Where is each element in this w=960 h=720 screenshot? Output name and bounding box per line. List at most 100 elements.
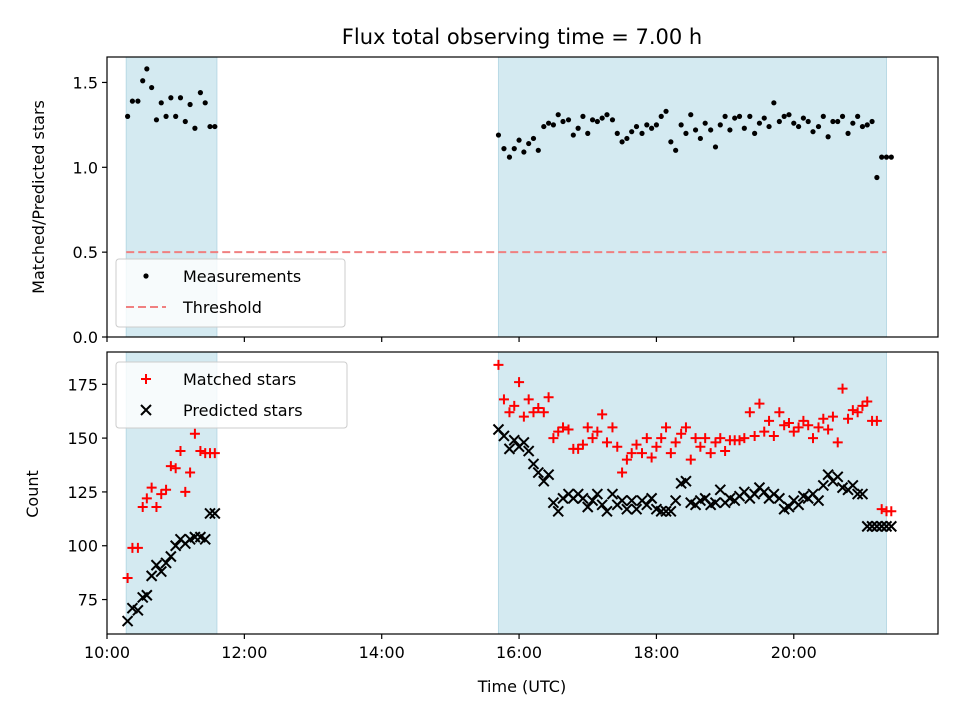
top-series-measurements-point (212, 123, 218, 130)
bottom-series-matched-stars-point (189, 428, 200, 439)
top-series-measurements-point (776, 118, 782, 125)
bottom-series-predicted-stars-point (141, 589, 153, 601)
top-series-measurements-point (736, 113, 743, 119)
bottom-series-matched-stars-point (563, 424, 574, 435)
top-panel: 0.0 0.5 1.0 1.5 Measurements Threshold (73, 56, 939, 347)
top-series-measurements-point (589, 117, 596, 123)
bottom-legend (115, 361, 348, 429)
bottom-series-predicted-stars-point (508, 434, 520, 446)
bottom-y-tick-label: 100 (67, 537, 98, 556)
top-series-measurements-point (575, 125, 581, 131)
bottom-series-matched-stars-point (685, 454, 696, 465)
chart-title: Flux total observing time = 7.00 h (342, 25, 702, 49)
bottom-series-matched-stars-point (749, 430, 760, 441)
bottom-series-predicted-stars-point (199, 533, 211, 545)
bottom-series-matched-stars-point (617, 467, 628, 478)
bottom-series-matched-stars-point (523, 394, 534, 405)
top-series-measurements-point (633, 123, 640, 130)
bottom-series-predicted-stars-point (847, 479, 859, 492)
top-series-measurements-point (202, 100, 208, 106)
bottom-series-predicted-stars-point (542, 468, 555, 481)
top-y-tick-label: 1.0 (73, 158, 98, 177)
bottom-series-predicted-stars-point (880, 520, 893, 533)
bottom-series-predicted-stars-point (503, 443, 516, 455)
top-series-measurements-point (888, 154, 894, 160)
bottom-series-predicted-stars-point (866, 520, 878, 533)
bottom-series-matched-stars-point (715, 433, 726, 444)
top-series-measurements-point (649, 125, 655, 131)
bottom-series-matched-stars-point (185, 467, 196, 478)
bottom-series-matched-stars-point (680, 422, 691, 433)
top-series-measurements-point (874, 174, 880, 181)
bottom-series-predicted-stars-point (660, 505, 672, 518)
bottom-series-matched-stars-point (514, 377, 525, 388)
bottom-y-tick-label: 75 (78, 591, 98, 610)
bottom-y-axis-label: Count (23, 470, 42, 518)
bottom-series-predicted-stars-point (641, 499, 653, 511)
bottom-series-predicted-stars-point (155, 565, 167, 578)
top-series-measurements-point (845, 130, 851, 136)
bottom-series-predicted-stars-point (856, 488, 869, 500)
bottom-series-matched-stars-point (165, 461, 176, 472)
top-series-measurements-point (599, 115, 605, 121)
bottom-series-matched-stars-point (641, 433, 652, 444)
top-series-measurements-point (153, 117, 160, 123)
bottom-series-matched-stars-point (577, 439, 588, 450)
top-series-measurements-point (585, 130, 591, 136)
bottom-series-matched-stars-point (720, 446, 731, 457)
bottom-series-matched-stars-point (759, 426, 770, 437)
top-series-measurements-point (619, 139, 625, 145)
bottom-series-predicted-stars-point (547, 496, 560, 509)
bottom-series-matched-stars-point (705, 448, 716, 459)
x-tick-label: 16:00 (496, 643, 542, 662)
bottom-series-predicted-stars-point (538, 475, 550, 487)
bottom-series-matched-stars-point (122, 573, 133, 584)
top-series-measurements-point (560, 118, 566, 125)
top-series-measurements-point (756, 120, 763, 126)
top-legend (115, 258, 346, 328)
bottom-y-tick-label: 125 (67, 483, 98, 502)
top-series-measurements-point (805, 118, 811, 125)
top-series-measurements-point (144, 66, 150, 72)
bottom-series-predicted-stars-point (861, 520, 873, 533)
bottom-series-matched-stars-point (137, 501, 148, 512)
bottom-series-matched-stars-point (744, 407, 755, 418)
bottom-series-matched-stars-point (768, 430, 779, 441)
bottom-series-predicted-stars-point (591, 488, 604, 500)
bottom-series-predicted-stars-point (773, 492, 786, 505)
bottom-series-predicted-stars-point (121, 615, 134, 627)
bottom-series-predicted-stars-point (522, 445, 535, 457)
top-series-measurements-point (732, 115, 738, 121)
bottom-y-tick-label: 150 (67, 429, 98, 448)
top-series-measurements-point (663, 108, 669, 114)
bottom-series-predicted-stars-point (582, 501, 594, 513)
top-series-measurements-point (668, 139, 674, 145)
bottom-series-matched-stars-point (665, 448, 676, 459)
bottom-series-matched-stars-point (847, 405, 858, 416)
bottom-series-matched-stars-point (827, 411, 838, 422)
top-series-measurements-point (594, 118, 600, 125)
bottom-series-matched-stars-point (818, 413, 829, 424)
bottom-series-matched-stars-point (543, 392, 554, 403)
bottom-series-matched-stars-point (607, 422, 618, 433)
top-legend-measurements-label: Measurements (183, 267, 301, 286)
bottom-series-matched-stars-point (493, 359, 504, 370)
bottom-series-predicted-stars-point (832, 471, 844, 483)
top-series-measurements-point (791, 120, 797, 126)
bottom-series-predicted-stars-point (875, 520, 888, 533)
top-plot-frame (106, 56, 939, 338)
top-series-measurements-point (653, 122, 660, 128)
bottom-series-predicted-stars-point (817, 479, 830, 492)
top-series-measurements-point (683, 130, 689, 136)
bottom-series-matched-stars-point (601, 437, 612, 448)
bottom-series-predicted-stars-point (552, 505, 564, 518)
top-series-measurements-point (752, 130, 758, 136)
bottom-series-matched-stars-point (734, 435, 745, 446)
bottom-series-matched-stars-point (739, 433, 750, 444)
bottom-series-predicted-stars-point (885, 520, 898, 533)
bottom-series-predicted-stars-point (625, 494, 638, 507)
top-series-measurements-point (702, 120, 708, 126)
bottom-series-matched-stars-point (195, 446, 206, 457)
top-y-tick-label: 0.0 (73, 328, 98, 347)
bottom-series-predicted-stars-point (165, 550, 177, 563)
